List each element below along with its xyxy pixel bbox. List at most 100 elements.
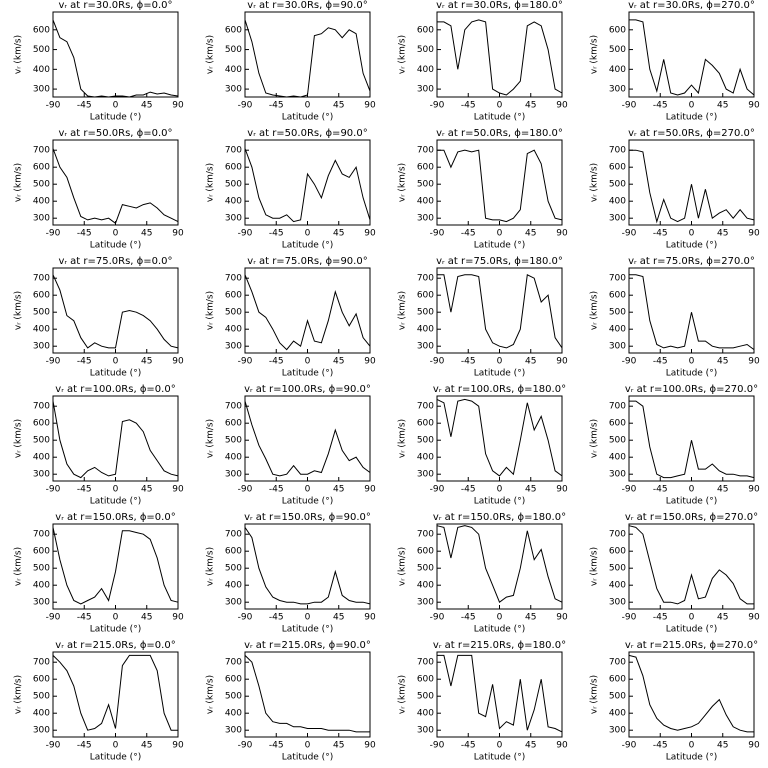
y-tick-label: 400 (225, 581, 242, 591)
y-tick-label: 300 (417, 598, 434, 608)
y-tick-label: 400 (225, 197, 242, 207)
y-tick-label: 300 (609, 342, 626, 352)
x-axis-label: Latitude (°) (282, 625, 333, 635)
x-tick-label: -90 (238, 741, 253, 751)
x-tick-label: 45 (525, 357, 536, 367)
y-tick-label: 600 (417, 163, 434, 173)
y-tick-label: 600 (417, 25, 434, 35)
y-tick-label: 600 (225, 25, 242, 35)
data-line (437, 274, 563, 349)
chart-title: vᵣ at r=75.0Rs, ϕ=180.0° (436, 256, 563, 267)
x-tick-label: 45 (333, 485, 344, 495)
y-tick-label: 500 (609, 180, 626, 190)
y-tick-label: 300 (33, 85, 50, 95)
x-axis-label: Latitude (°) (474, 369, 525, 379)
x-tick-label: -45 (77, 229, 92, 239)
y-tick-label: 700 (33, 402, 50, 412)
y-axis-label: vᵣ (km/s) (398, 547, 408, 586)
y-axis-label: vᵣ (km/s) (206, 419, 216, 458)
y-tick-label: 400 (225, 709, 242, 719)
plot-frame (52, 139, 179, 226)
y-tick-label: 600 (33, 675, 50, 685)
chart-title: vᵣ at r=30.0Rs, ϕ=180.0° (436, 0, 563, 11)
y-tick-label: 600 (225, 419, 242, 429)
y-tick-label: 300 (417, 470, 434, 480)
y-tick-label: 300 (609, 85, 626, 95)
x-tick-label: 0 (497, 229, 503, 239)
x-tick-label: -45 (653, 357, 668, 367)
y-tick-label: 400 (225, 453, 242, 463)
plot-frame (244, 139, 371, 226)
y-tick-label: 300 (225, 726, 242, 736)
y-tick-label: 500 (417, 436, 434, 446)
y-tick-label: 300 (417, 342, 434, 352)
y-tick-label: 700 (33, 530, 50, 540)
x-axis-label: Latitude (°) (90, 625, 141, 635)
y-tick-label: 400 (609, 453, 626, 463)
y-axis-label: vᵣ (km/s) (14, 419, 24, 458)
y-tick-label: 600 (33, 25, 50, 35)
y-tick-label: 700 (33, 658, 50, 668)
x-axis-label: Latitude (°) (90, 113, 141, 123)
y-axis-label: vᵣ (km/s) (398, 35, 408, 74)
x-tick-label: -90 (622, 741, 637, 751)
x-tick-label: 0 (497, 613, 503, 623)
y-tick-label: 700 (609, 274, 626, 284)
x-tick-label: 45 (717, 613, 728, 623)
chart-title: vᵣ at r=150.0Rs, ϕ=180.0° (433, 512, 566, 523)
y-tick-label: 600 (33, 291, 50, 301)
x-tick-label: -90 (46, 485, 61, 495)
chart-title: vᵣ at r=30.0Rs, ϕ=0.0° (58, 0, 172, 11)
x-tick-label: -90 (46, 229, 61, 239)
x-tick-label: -90 (430, 357, 445, 367)
chart-title: vᵣ at r=50.0Rs, ϕ=180.0° (436, 128, 563, 139)
x-tick-label: 90 (556, 613, 568, 623)
y-tick-label: 500 (609, 308, 626, 318)
x-tick-label: 0 (689, 485, 695, 495)
x-tick-label: -90 (622, 485, 637, 495)
y-tick-label: 600 (609, 25, 626, 35)
y-tick-label: 700 (225, 274, 242, 284)
y-tick-label: 400 (33, 65, 50, 75)
data-line (52, 654, 178, 731)
y-tick-label: 600 (225, 675, 242, 685)
chart-title: vᵣ at r=50.0Rs, ϕ=0.0° (58, 128, 172, 139)
x-tick-label: -90 (430, 741, 445, 751)
y-tick-label: 500 (609, 692, 626, 702)
y-tick-label: 500 (225, 436, 242, 446)
chart-title: vᵣ at r=100.0Rs, ϕ=0.0° (55, 384, 175, 395)
data-line (437, 149, 563, 223)
y-tick-label: 700 (417, 146, 434, 156)
plot-frame (244, 523, 371, 610)
x-tick-label: 90 (364, 485, 376, 495)
y-tick-label: 600 (417, 675, 434, 685)
plot-frame (52, 267, 179, 354)
y-tick-label: 700 (225, 658, 242, 668)
plot-frame (244, 267, 371, 354)
y-tick-label: 700 (609, 146, 626, 156)
x-tick-label: -45 (653, 741, 668, 751)
x-tick-label: 0 (689, 229, 695, 239)
y-tick-label: 600 (609, 419, 626, 429)
y-tick-label: 600 (609, 547, 626, 557)
x-tick-label: -90 (430, 101, 445, 111)
chart-title: vᵣ at r=150.0Rs, ϕ=0.0° (55, 512, 175, 523)
x-tick-label: 0 (689, 101, 695, 111)
x-tick-label: 45 (717, 485, 728, 495)
y-tick-label: 700 (609, 530, 626, 540)
x-tick-label: 0 (305, 357, 311, 367)
x-axis-label: Latitude (°) (90, 497, 141, 507)
y-axis-label: vᵣ (km/s) (590, 35, 600, 74)
x-tick-label: -90 (238, 357, 253, 367)
x-tick-label: 0 (497, 485, 503, 495)
x-tick-label: 45 (525, 229, 536, 239)
y-axis-label: vᵣ (km/s) (590, 675, 600, 714)
data-line (244, 400, 371, 477)
x-axis-label: Latitude (°) (474, 241, 525, 251)
y-tick-label: 400 (33, 581, 50, 591)
x-tick-label: 0 (113, 613, 119, 623)
y-axis-label: vᵣ (km/s) (398, 675, 408, 714)
y-tick-label: 400 (33, 197, 50, 207)
plot-frame (628, 523, 755, 610)
y-tick-label: 300 (33, 342, 50, 352)
